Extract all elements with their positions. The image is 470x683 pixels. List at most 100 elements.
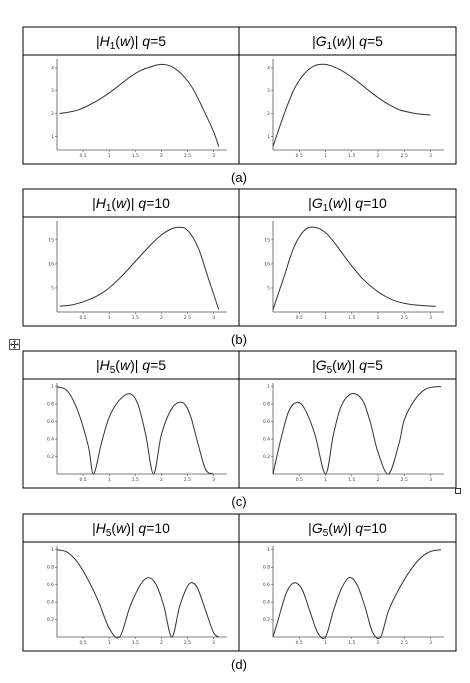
x-tick-label: 1.5: [132, 477, 139, 483]
x-tick-label: 2: [160, 640, 163, 646]
y-tick-label: 3: [267, 88, 270, 94]
x-tick-label: 0.5: [80, 153, 87, 159]
x-tick-label: 1.5: [132, 640, 139, 646]
panel-title: |G1(w)| q=5: [312, 33, 383, 52]
x-tick-label: 1.5: [348, 640, 355, 646]
series-line: [272, 63, 431, 147]
panel-title: |H5(w)| q=10: [92, 520, 170, 539]
y-tick-label: 5: [51, 285, 54, 291]
x-tick-label: 3: [429, 477, 432, 483]
series-line: [56, 386, 214, 475]
y-tick-label: 3: [51, 88, 54, 94]
x-tick-label: 2.5: [401, 315, 408, 321]
panel-title: |H5(w)| q=5: [96, 357, 166, 376]
x-tick-label: 2.5: [401, 640, 408, 646]
y-tick-label: 10: [264, 261, 270, 267]
y-tick-label: 0.4: [47, 600, 54, 606]
subfigure-caption: (a): [231, 170, 247, 185]
y-tick-label: 5: [267, 285, 270, 291]
x-tick-label: 2.5: [401, 153, 408, 159]
panel-title: |G1(w)| q=10: [308, 195, 387, 214]
x-tick-label: 2: [160, 315, 163, 321]
y-tick-label: 0.4: [263, 600, 270, 606]
plot-panel-1: 0.5 1 1.5 2 2.5 3 0.2 0.4 0.6 0.8 1: [47, 383, 227, 483]
x-tick-label: 0.5: [80, 315, 87, 321]
y-tick-label: 1: [51, 547, 54, 553]
x-tick-label: 1: [108, 153, 111, 159]
x-tick-label: 2: [160, 153, 163, 159]
y-tick-label: 2: [51, 111, 54, 117]
plot-panel-1: 0.5 1 1.5 2 2.5 3 0.2 0.4 0.6 0.8 1: [47, 546, 227, 646]
x-tick-label: 0.5: [80, 640, 87, 646]
plot-panel-2: 0.5 1 1.5 2 2.5 3 1 2 3 4: [267, 59, 444, 159]
x-tick-label: 1: [108, 477, 111, 483]
x-tick-label: 2.5: [184, 640, 191, 646]
x-tick-label: 3: [429, 153, 432, 159]
y-tick-label: 0.4: [47, 437, 54, 443]
x-tick-label: 2: [377, 640, 380, 646]
y-tick-label: 0.6: [263, 582, 270, 588]
subfigure-caption: (b): [231, 332, 247, 347]
x-tick-label: 1.5: [348, 315, 355, 321]
series-line: [59, 226, 220, 310]
subfigure-4: |H5(w)| q=10 0.5 1 1.5 2 2.5 3 0.2 0.4 0.6 0.8 1 |G5…: [22, 513, 457, 672]
x-tick-label: 1: [108, 640, 111, 646]
panel-title: |G5(w)| q=10: [308, 520, 387, 539]
y-tick-label: 0.8: [47, 565, 54, 571]
subfigure-3: |H5(w)| q=5 0.5 1 1.5 2 2.5 3 0.2 0.4 0.6 0.8 1 |G5(…: [22, 350, 457, 509]
y-tick-label: 0.4: [263, 437, 270, 443]
x-tick-label: 1.5: [132, 315, 139, 321]
y-tick-label: 15: [48, 237, 54, 243]
table-resize-handle[interactable]: [455, 488, 461, 494]
y-tick-label: 0.2: [263, 617, 270, 623]
x-tick-label: 1: [324, 640, 327, 646]
y-tick-label: 4: [267, 65, 270, 71]
x-tick-label: 2: [377, 153, 380, 159]
y-tick-label: 0.6: [47, 419, 54, 425]
y-tick-label: 1: [51, 384, 54, 390]
x-tick-label: 0.5: [296, 640, 303, 646]
panel-title: |G5(w)| q=5: [312, 357, 383, 376]
y-tick-label: 0.8: [263, 565, 270, 571]
y-tick-label: 0.8: [47, 402, 54, 408]
x-tick-label: 2: [377, 315, 380, 321]
plot-panel-2: 0.5 1 1.5 2 2.5 3 5 10 15: [264, 221, 444, 321]
x-tick-label: 3: [429, 315, 432, 321]
series-line: [272, 549, 442, 640]
y-tick-label: 0.2: [47, 454, 54, 460]
x-tick-label: 1.5: [348, 153, 355, 159]
subfigure-caption: (d): [231, 657, 247, 672]
y-tick-label: 15: [264, 237, 270, 243]
y-tick-label: 10: [48, 261, 54, 267]
x-tick-label: 3: [212, 315, 215, 321]
x-tick-label: 2: [160, 477, 163, 483]
subfigure-1: |H1(w)| q=5 0.5 1 1.5 2 2.5 3 1 2 3 4 |G1(w)| q=5 0.…: [22, 26, 457, 185]
y-tick-label: 0.8: [263, 402, 270, 408]
y-tick-label: 1: [267, 384, 270, 390]
plot-panel-1: 0.5 1 1.5 2 2.5 3 1 2 3 4: [51, 59, 227, 159]
series-line: [272, 386, 442, 475]
x-tick-label: 1.5: [132, 153, 139, 159]
x-tick-label: 2.5: [184, 315, 191, 321]
x-tick-label: 1: [324, 315, 327, 321]
series-line: [272, 226, 436, 310]
x-tick-label: 2.5: [184, 477, 191, 483]
x-tick-label: 2: [377, 477, 380, 483]
x-tick-label: 1: [324, 477, 327, 483]
x-tick-label: 0.5: [296, 477, 303, 483]
plot-panel-1: 0.5 1 1.5 2 2.5 3 5 10 15: [48, 221, 227, 321]
y-tick-label: 1: [51, 134, 54, 140]
panel-title: |H1(w)| q=5: [96, 33, 166, 52]
y-tick-label: 0.2: [47, 617, 54, 623]
x-tick-label: 1: [108, 315, 111, 321]
y-tick-label: 2: [267, 111, 270, 117]
x-tick-label: 3: [429, 640, 432, 646]
panel-title: |H1(w)| q=10: [92, 195, 170, 214]
plot-panel-2: 0.5 1 1.5 2 2.5 3 0.2 0.4 0.6 0.8 1: [263, 383, 444, 483]
y-tick-label: 1: [267, 134, 270, 140]
x-tick-label: 0.5: [296, 153, 303, 159]
x-tick-label: 2.5: [401, 477, 408, 483]
x-tick-label: 3: [212, 153, 215, 159]
table-move-handle[interactable]: [9, 339, 20, 350]
